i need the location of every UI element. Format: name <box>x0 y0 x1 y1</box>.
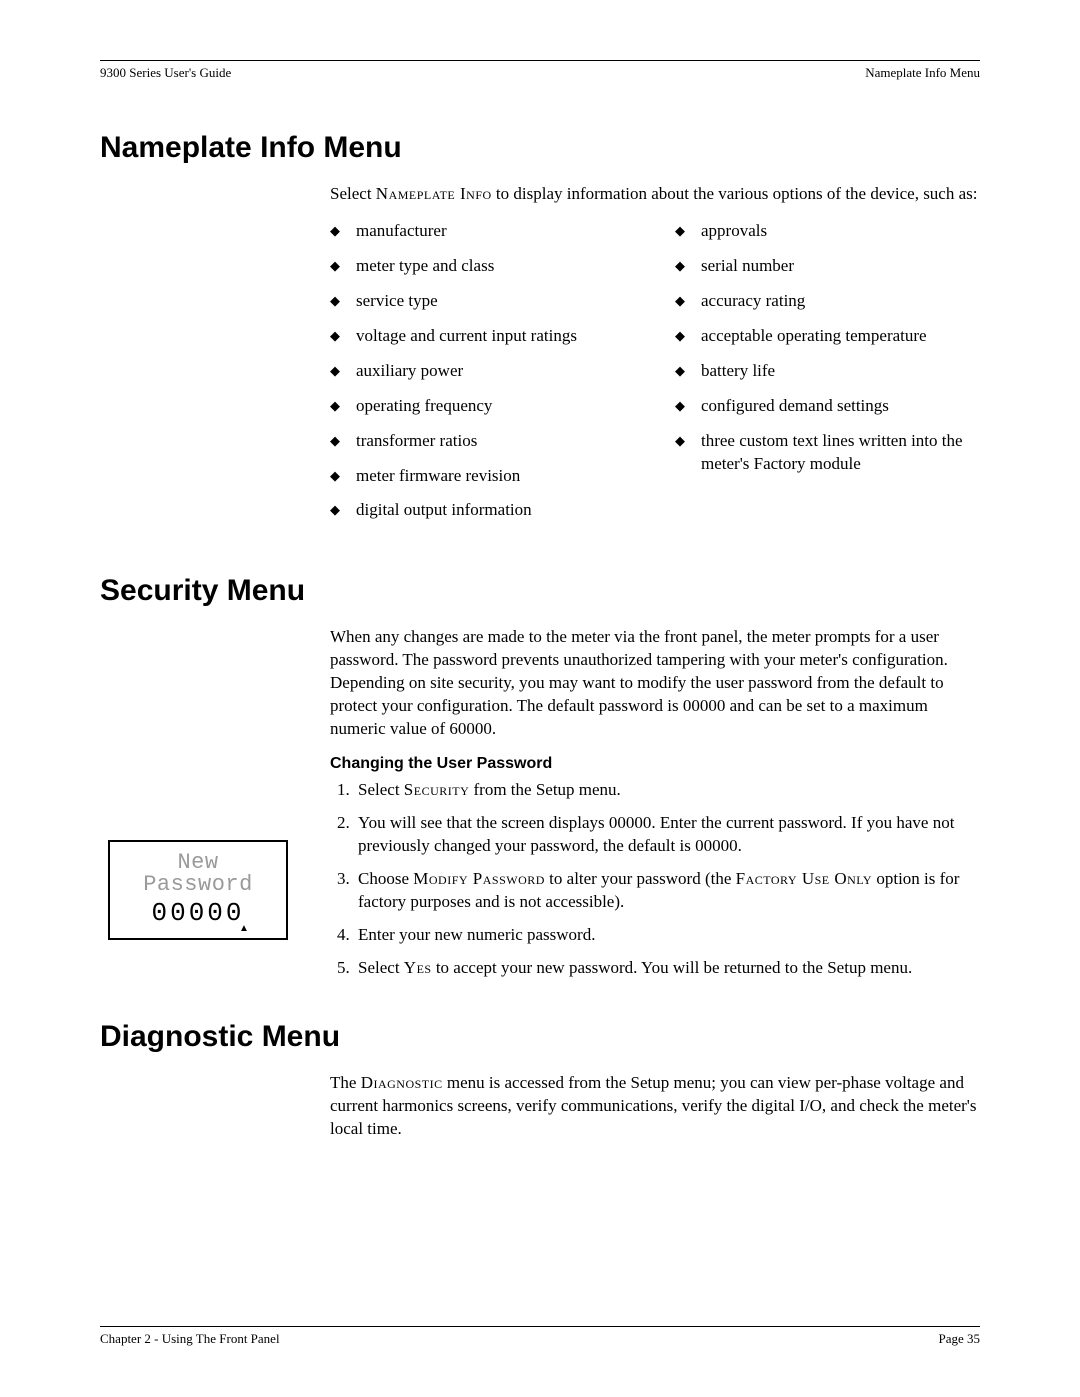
lcd-value: 00000 <box>116 898 280 928</box>
sub-heading-change-password: Changing the User Password <box>330 755 980 773</box>
nameplate-bullet-columns: manufacturer meter type and class servic… <box>330 220 980 534</box>
smallcaps-text: Security <box>404 780 469 799</box>
nameplate-body: Select Nameplate Info to display informa… <box>330 183 980 534</box>
bullet-item: service type <box>330 290 635 313</box>
bullet-item: configured demand settings <box>675 395 980 418</box>
bullet-item: acceptable operating temperature <box>675 325 980 348</box>
footer-right: Page 35 <box>938 1331 980 1347</box>
text: to display information about the various… <box>492 184 978 203</box>
step-item: Enter your new numeric password. <box>354 924 980 947</box>
bullet-item: accuracy rating <box>675 290 980 313</box>
page: 9300 Series User's Guide Nameplate Info … <box>0 0 1080 1397</box>
security-steps-block: Changing the User Password Select Securi… <box>330 755 980 980</box>
bullet-item: serial number <box>675 255 980 278</box>
step-item: Choose Modify Password to alter your pas… <box>354 868 980 914</box>
text: to alter your password (the <box>545 869 736 888</box>
text: Select <box>358 780 404 799</box>
text: Select <box>358 958 404 977</box>
smallcaps-text: Nameplate Info <box>376 184 492 203</box>
section-heading-security: Security Menu <box>100 574 980 608</box>
text: The <box>330 1073 361 1092</box>
bullet-item: voltage and current input ratings <box>330 325 635 348</box>
header-left: 9300 Series User's Guide <box>100 65 231 81</box>
text: Select <box>330 184 376 203</box>
running-footer: Chapter 2 - Using The Front Panel Page 3… <box>100 1326 980 1347</box>
text: from the Setup menu. <box>469 780 621 799</box>
security-body: When any changes are made to the meter v… <box>330 626 980 741</box>
bullet-item: digital output information <box>330 499 635 522</box>
running-header: 9300 Series User's Guide Nameplate Info … <box>100 60 980 81</box>
nameplate-intro: Select Nameplate Info to display informa… <box>330 183 980 206</box>
bullet-item: three custom text lines written into the… <box>675 430 980 476</box>
step-item: Select Security from the Setup menu. <box>354 779 980 802</box>
bullet-item: approvals <box>675 220 980 243</box>
bullet-col-left: manufacturer meter type and class servic… <box>330 220 635 534</box>
bullet-col-right: approvals serial number accuracy rating … <box>675 220 980 534</box>
bullet-item: transformer ratios <box>330 430 635 453</box>
diagnostic-body: The Diagnostic menu is accessed from the… <box>330 1072 980 1141</box>
smallcaps-text: Modify Password <box>413 869 545 888</box>
section-heading-nameplate: Nameplate Info Menu <box>100 131 980 165</box>
footer-left: Chapter 2 - Using The Front Panel <box>100 1331 280 1347</box>
bullet-item: battery life <box>675 360 980 383</box>
section-heading-diagnostic: Diagnostic Menu <box>100 1020 980 1054</box>
step-item: You will see that the screen displays 00… <box>354 812 980 858</box>
header-right: Nameplate Info Menu <box>865 65 980 81</box>
diagnostic-intro: The Diagnostic menu is accessed from the… <box>330 1072 980 1141</box>
bullet-item: operating frequency <box>330 395 635 418</box>
step-item: Select Yes to accept your new password. … <box>354 957 980 980</box>
bullet-item: auxiliary power <box>330 360 635 383</box>
bullet-item: meter firmware revision <box>330 465 635 488</box>
bullet-item: manufacturer <box>330 220 635 243</box>
smallcaps-text: Yes <box>404 958 432 977</box>
lcd-label: New Password <box>116 852 280 896</box>
bullet-item: meter type and class <box>330 255 635 278</box>
security-intro: When any changes are made to the meter v… <box>330 626 980 741</box>
smallcaps-text: Factory Use Only <box>736 869 872 888</box>
steps-list: Select Security from the Setup menu. You… <box>330 779 980 980</box>
lcd-figure-new-password: New Password 00000 ▲ <box>108 840 288 940</box>
text: to accept your new password. You will be… <box>432 958 913 977</box>
smallcaps-text: Diagnostic <box>361 1073 443 1092</box>
text: Choose <box>358 869 413 888</box>
